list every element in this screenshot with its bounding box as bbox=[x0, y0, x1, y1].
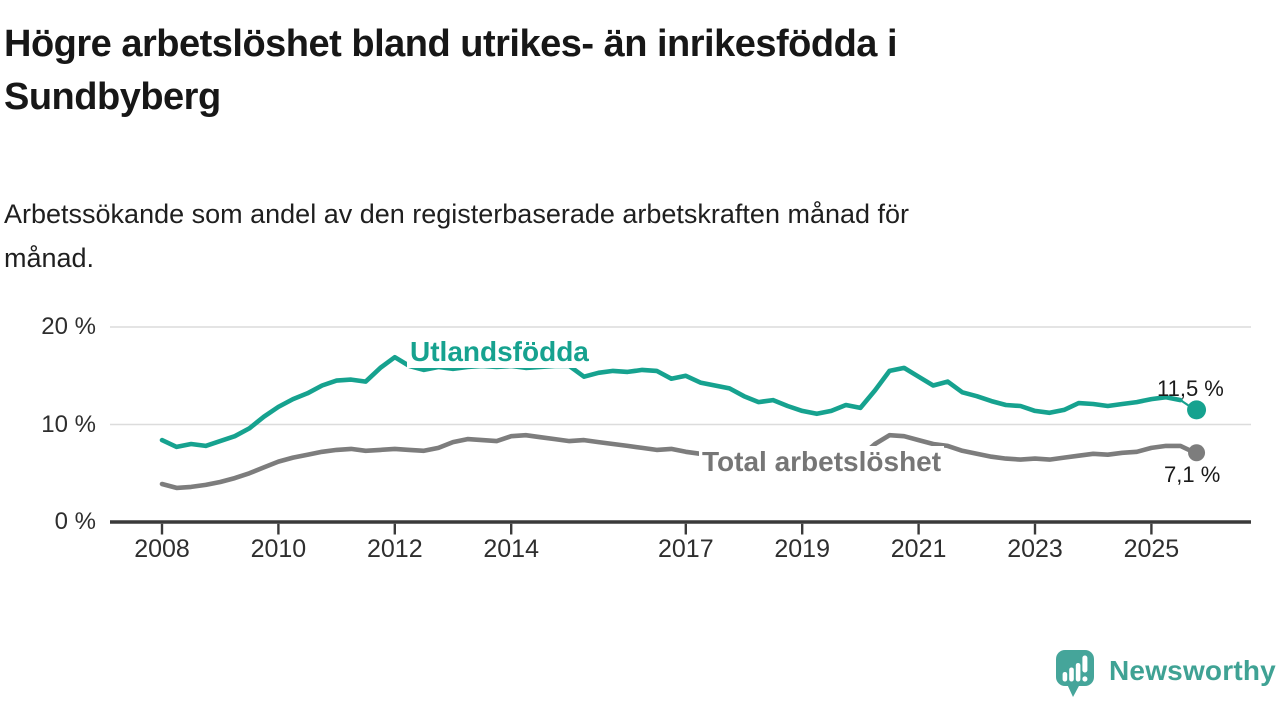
title-line-2: Sundbyberg bbox=[4, 76, 221, 118]
latest-point-dot-utlandsfodda bbox=[1187, 400, 1207, 420]
newsworthy-logo-text: Newsworthy bbox=[1109, 655, 1276, 686]
title-line-1: Högre arbetslöshet bland utrikes- än inr… bbox=[4, 23, 898, 65]
latest-point-dot-total bbox=[1188, 444, 1206, 462]
line-total-arbetsloshet bbox=[159, 432, 1198, 491]
newsworthy-speech-bubble-bar-chart-icon bbox=[1056, 650, 1094, 697]
subtitle-line-2: månad. bbox=[4, 243, 95, 273]
chart-subtitle: Arbetssökande som andel av den registerb… bbox=[4, 192, 909, 280]
page-title: Högre arbetslöshet bland utrikes- än inr… bbox=[4, 18, 898, 124]
newsworthy-logo: Newsworthy bbox=[1054, 648, 1276, 698]
line-utlandsfodda bbox=[159, 354, 1183, 450]
subtitle-line-1: Arbetssökande som andel av den registerb… bbox=[4, 199, 910, 229]
